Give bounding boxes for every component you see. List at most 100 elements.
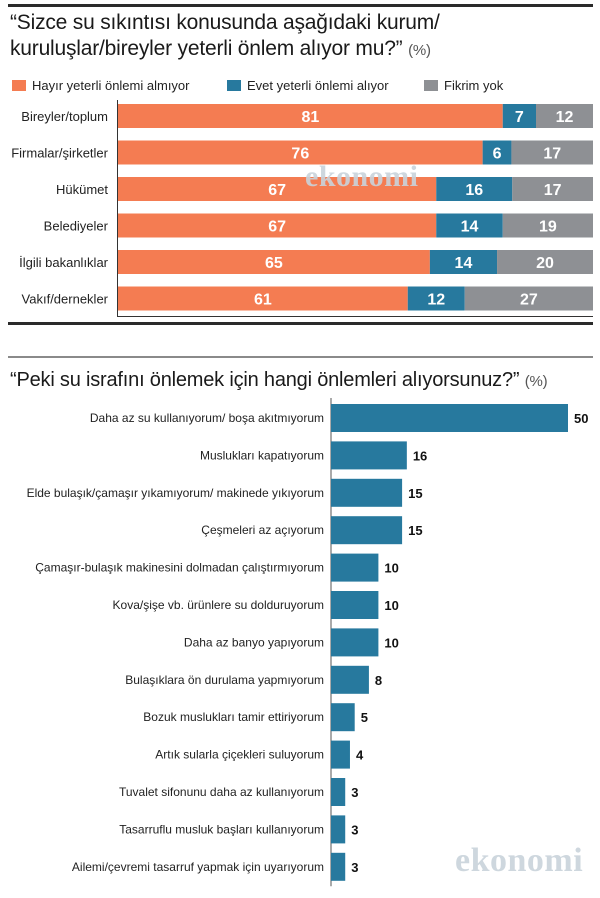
bar xyxy=(331,852,346,881)
category-label: Bireyler/toplum xyxy=(21,109,108,124)
bar-segment xyxy=(407,286,465,311)
category-label: Elde bulaşık/çamaşır yıkamıyorum/ makine… xyxy=(27,486,324,500)
data-label: 27 xyxy=(520,292,538,309)
chart2-unit: (%) xyxy=(524,373,548,390)
top-rule xyxy=(8,4,593,7)
bar-segment xyxy=(118,104,503,128)
chart1-title: “Sizce su sıkıntısı konusunda aşağıdaki … xyxy=(10,10,440,64)
category-label: Hükümet xyxy=(56,182,108,197)
chart2-title: “Peki su israfını önlemek için hangi önl… xyxy=(10,367,548,395)
bar xyxy=(331,404,568,432)
chart1-bottom-rule xyxy=(8,322,593,325)
bar-segment xyxy=(118,286,408,311)
chart1-baseline xyxy=(117,316,593,317)
data-label: 20 xyxy=(536,255,554,272)
data-label: 10 xyxy=(384,598,398,613)
data-label: 14 xyxy=(455,255,473,272)
category-label: Muslukları kapatıyorum xyxy=(200,448,324,462)
category-label: Vakıf/dernekler xyxy=(22,292,109,307)
bar xyxy=(331,478,403,507)
bar-segment xyxy=(429,250,498,274)
chart1-title-line1: “Sizce su sıkıntısı konusunda aşağıdaki … xyxy=(10,11,440,34)
bar-segment xyxy=(536,104,593,128)
chart1-title-line2: kuruluşlar/bireyler yeterli önlem alıyor… xyxy=(10,36,440,64)
bar xyxy=(331,516,403,545)
bar-segment xyxy=(512,177,593,201)
category-label: Tuvalet sifonunu daha az kullanıyorum xyxy=(119,785,324,799)
bar xyxy=(331,778,346,806)
data-label: 6 xyxy=(493,146,502,163)
bar-segment xyxy=(502,213,593,238)
bar-segment xyxy=(436,177,513,201)
legend-item-hayir: Hayır yeterli önlemi almıyor xyxy=(12,78,190,93)
legend-swatch-hayir xyxy=(12,80,26,91)
bar-segment xyxy=(118,177,437,201)
bar-segment xyxy=(464,286,593,311)
bar-segment xyxy=(118,140,483,165)
bar xyxy=(331,665,369,694)
category-label: Çamaşır-bulaşık makinesini dolmadan çalı… xyxy=(35,561,324,575)
bar-segment xyxy=(482,140,512,165)
category-label: Artık sularla çiçekleri suluyorum xyxy=(155,748,324,762)
data-label: 5 xyxy=(361,710,368,725)
legend-swatch-evet xyxy=(227,80,241,91)
category-label: Kova/şişe vb. ürünlere su dolduruyorum xyxy=(113,598,324,612)
data-label: 3 xyxy=(351,860,358,875)
data-label: 14 xyxy=(461,219,479,236)
data-label: 67 xyxy=(268,182,286,199)
category-label: Daha az banyo yapıyorum xyxy=(184,635,324,649)
data-label: 15 xyxy=(408,486,422,501)
data-label: 12 xyxy=(556,109,574,126)
bar-segment xyxy=(118,250,430,274)
legend-swatch-fikrim xyxy=(424,80,438,91)
data-label: 15 xyxy=(408,523,422,538)
data-label: 17 xyxy=(543,146,561,163)
category-label: Ailemi/çevremi tasarruf yapmak için uyar… xyxy=(72,860,324,874)
bar xyxy=(331,703,355,732)
chart1-plot: Bireyler/toplum 81 7 12 Firmalar/şirketler 76… xyxy=(11,104,593,311)
bar-segment xyxy=(436,213,503,238)
data-label: 3 xyxy=(351,822,358,837)
data-label: 10 xyxy=(384,635,398,650)
legend-label-hayir: Hayır yeterli önlemi almıyor xyxy=(32,78,190,93)
category-label: İlgili bakanlıklar xyxy=(19,255,109,270)
data-label: 7 xyxy=(515,109,524,126)
legend-label-fikrim: Fikrim yok xyxy=(444,78,504,93)
data-label: 17 xyxy=(544,182,562,199)
data-label: 3 xyxy=(351,785,358,800)
bar-segment xyxy=(511,140,593,165)
chart1-title-line2-text: kuruluşlar/bireyler yeterli önlem alıyor… xyxy=(10,37,403,60)
category-label: Tasarruflu musluk başları kullanıyorum xyxy=(119,822,324,836)
bar xyxy=(331,628,379,657)
middle-rule xyxy=(8,356,593,358)
data-label: 12 xyxy=(427,292,445,309)
chart1-axis-line xyxy=(117,100,118,316)
data-label: 16 xyxy=(413,448,427,463)
bar-segment xyxy=(497,250,593,274)
bar xyxy=(331,441,407,470)
data-label: 65 xyxy=(265,255,283,272)
data-label: 19 xyxy=(539,219,557,236)
category-label: Bozuk muslukları tamir ettiriyorum xyxy=(143,710,324,724)
category-label: Belediyeler xyxy=(44,219,109,234)
bar xyxy=(331,815,346,844)
watermark-2: ekonomi xyxy=(455,842,584,879)
data-label: 4 xyxy=(356,748,364,763)
chart2-title-text: “Peki su israfını önlemek için hangi önl… xyxy=(10,369,520,391)
chart1-unit: (%) xyxy=(408,42,431,59)
data-label: 10 xyxy=(384,561,398,576)
bar-segment xyxy=(118,213,437,238)
category-label: Bulaşıklara ön durulama yapmıyorum xyxy=(125,673,324,687)
data-label: 61 xyxy=(254,292,272,309)
legend-item-fikrim: Fikrim yok xyxy=(424,78,503,93)
data-label: 81 xyxy=(301,109,319,126)
bar-segment xyxy=(502,104,536,128)
category-label: Daha az su kullanıyorum/ boşa akıtmıyoru… xyxy=(90,411,324,425)
data-label: 76 xyxy=(291,146,309,163)
data-label: 8 xyxy=(375,673,382,688)
watermark-1: ekonomi xyxy=(305,160,419,193)
category-label: Firmalar/şirketler xyxy=(11,146,108,161)
data-label: 50 xyxy=(574,411,588,426)
legend-label-evet: Evet yeterli önlemi alıyor xyxy=(247,78,389,93)
